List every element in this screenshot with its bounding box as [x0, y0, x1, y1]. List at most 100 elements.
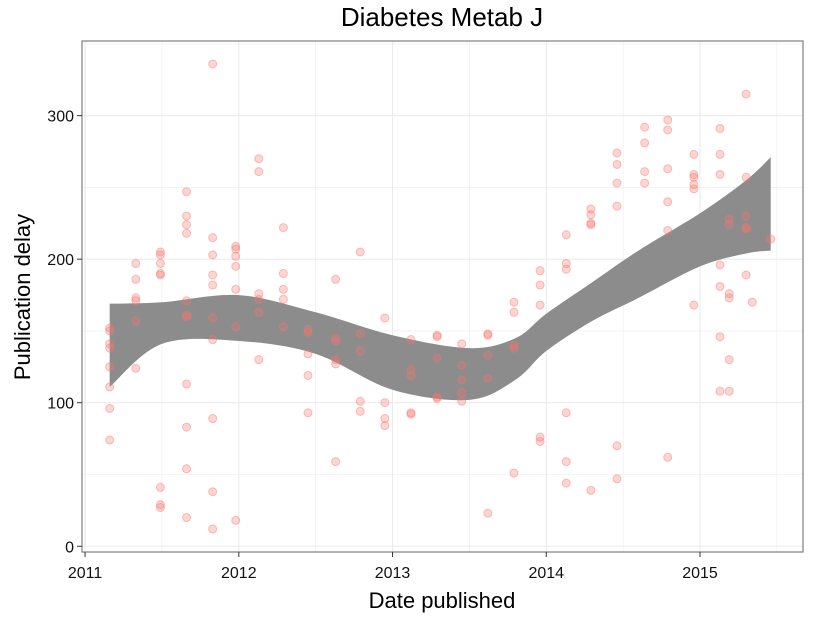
data-point: [208, 524, 218, 534]
data-point: [663, 115, 673, 125]
data-point: [278, 269, 288, 279]
x-tick-label: 2014: [528, 565, 564, 582]
data-point: [535, 300, 545, 310]
y-tick-label: 100: [47, 396, 74, 413]
data-point: [182, 379, 192, 389]
data-point: [331, 274, 341, 284]
data-point: [278, 322, 288, 332]
data-point: [432, 393, 442, 403]
data-point: [406, 409, 416, 419]
data-point: [254, 307, 264, 317]
data-point: [182, 220, 192, 230]
data-point: [355, 247, 365, 257]
data-point: [182, 228, 192, 238]
data-point: [724, 293, 734, 303]
data-point: [254, 167, 264, 177]
data-point: [640, 178, 650, 188]
data-point: [155, 258, 165, 268]
data-point: [724, 220, 734, 230]
data-point: [561, 457, 571, 467]
data-point: [155, 270, 165, 280]
data-point: [231, 241, 241, 251]
data-point: [208, 280, 218, 290]
data-point: [612, 201, 622, 211]
data-point: [182, 312, 192, 322]
data-point: [380, 398, 390, 408]
data-point: [457, 396, 467, 406]
data-point: [331, 457, 341, 467]
data-point: [432, 332, 442, 342]
y-tick-label: 0: [65, 539, 74, 556]
data-point: [432, 353, 442, 363]
data-point: [182, 422, 192, 432]
data-point: [509, 297, 519, 307]
data-point: [586, 210, 596, 220]
data-point: [741, 224, 751, 234]
data-point: [724, 214, 734, 224]
data-point: [483, 329, 493, 339]
data-point: [331, 336, 341, 346]
data-point: [561, 408, 571, 418]
data-point: [155, 247, 165, 257]
data-point: [406, 408, 416, 418]
data-point: [131, 316, 141, 326]
data-point: [663, 125, 673, 135]
data-point: [612, 159, 622, 169]
x-axis-ticks: 2011 2012 2013 2014 2015: [68, 552, 718, 582]
data-point: [254, 294, 264, 304]
data-point: [535, 432, 545, 442]
data-point: [278, 223, 288, 233]
data-point: [715, 149, 725, 159]
data-point: [105, 362, 115, 372]
data-point: [131, 293, 141, 303]
data-point: [208, 414, 218, 424]
data-point: [741, 89, 751, 99]
data-point: [561, 264, 571, 274]
data-point: [483, 508, 493, 518]
data-point: [208, 59, 218, 69]
data-point: [105, 343, 115, 353]
data-point: [182, 513, 192, 523]
data-point: [380, 313, 390, 323]
data-point: [715, 281, 725, 291]
data-point: [724, 355, 734, 365]
data-point: [561, 478, 571, 488]
data-point: [182, 464, 192, 474]
data-point: [208, 250, 218, 260]
data-point: [561, 258, 571, 268]
data-point: [208, 335, 218, 345]
scatter-points: [105, 59, 776, 534]
data-point: [182, 211, 192, 221]
data-point: [208, 487, 218, 497]
data-point: [331, 359, 341, 369]
data-point: [254, 154, 264, 164]
data-point: [741, 172, 751, 182]
data-point: [741, 223, 751, 233]
confidence-band: [109, 157, 771, 401]
data-point: [231, 261, 241, 271]
data-point: [303, 325, 313, 335]
x-tick-label: 2013: [375, 565, 411, 582]
data-point: [355, 406, 365, 416]
x-axis-title: Date published: [369, 588, 516, 613]
data-point: [105, 326, 115, 336]
data-point: [208, 233, 218, 243]
data-point: [406, 370, 416, 380]
data-point: [689, 172, 699, 182]
data-point: [612, 441, 622, 451]
x-tick-label: 2011: [68, 565, 103, 582]
data-point: [105, 339, 115, 349]
data-point: [182, 310, 192, 320]
data-point: [483, 373, 493, 383]
data-point: [155, 250, 165, 260]
data-point: [231, 284, 241, 294]
data-point: [689, 300, 699, 310]
data-point: [105, 323, 115, 333]
data-point: [355, 346, 365, 356]
data-point: [724, 289, 734, 299]
data-point: [509, 468, 519, 478]
data-point: [432, 392, 442, 402]
data-point: [131, 296, 141, 306]
data-point: [483, 350, 493, 360]
data-point: [747, 297, 757, 307]
